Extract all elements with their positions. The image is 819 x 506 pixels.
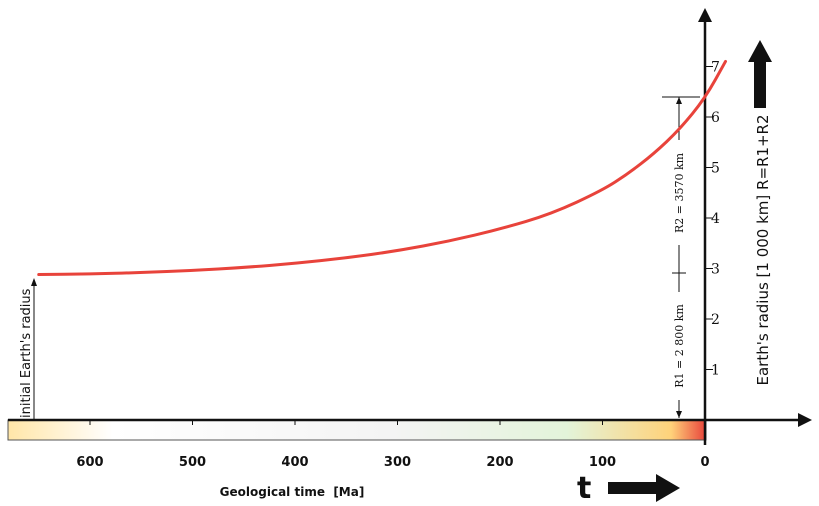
x-tick-label: 400: [281, 455, 308, 470]
x-axis-arrow-icon: [798, 413, 812, 427]
y-tick-label: 1: [711, 363, 720, 379]
increase-arrow-icon: [748, 40, 772, 108]
initial-radius-label: initial Earth's radius: [19, 288, 34, 418]
y-tick-label: 3: [711, 262, 720, 278]
r-dimension-arrow-top-icon: [676, 97, 682, 104]
series-line-earth-radius: [37, 59, 727, 277]
time-symbol: t: [577, 471, 591, 506]
x-tick-label: 500: [179, 455, 206, 470]
x-axis-label: Geological time [Ma]: [220, 485, 365, 499]
r-dimension-arrow-bottom-icon: [676, 411, 682, 418]
x-ticks: 600 500 400 300 200 100 0: [76, 420, 710, 470]
r2-label: R2 = 3570 km: [673, 152, 686, 233]
x-tick-label: 200: [486, 455, 513, 470]
x-tick-label: 0: [700, 455, 709, 470]
x-tick-label: 600: [76, 455, 103, 470]
initial-radius-arrowhead-icon: [31, 278, 37, 286]
y-tick-label: 4: [711, 211, 720, 227]
x-tick-label: 300: [384, 455, 411, 470]
y-tick-label: 5: [711, 161, 720, 177]
x-tick-label: 100: [589, 455, 616, 470]
time-color-bar: [7, 419, 707, 441]
r1-label: R1 = 2 800 km: [673, 304, 686, 388]
y-axis-label: Earth's radius [1 000 km] R=R1+R2: [754, 114, 772, 385]
y-tick-label: 7: [711, 60, 720, 76]
time-direction-arrow-icon: [608, 474, 680, 502]
y-tick-label: 2: [711, 312, 720, 328]
y-axis-arrow-icon: [698, 8, 712, 22]
y-tick-label: 6: [711, 110, 720, 126]
y-ticks: 1 2 3 4 5 6 7: [705, 60, 720, 379]
